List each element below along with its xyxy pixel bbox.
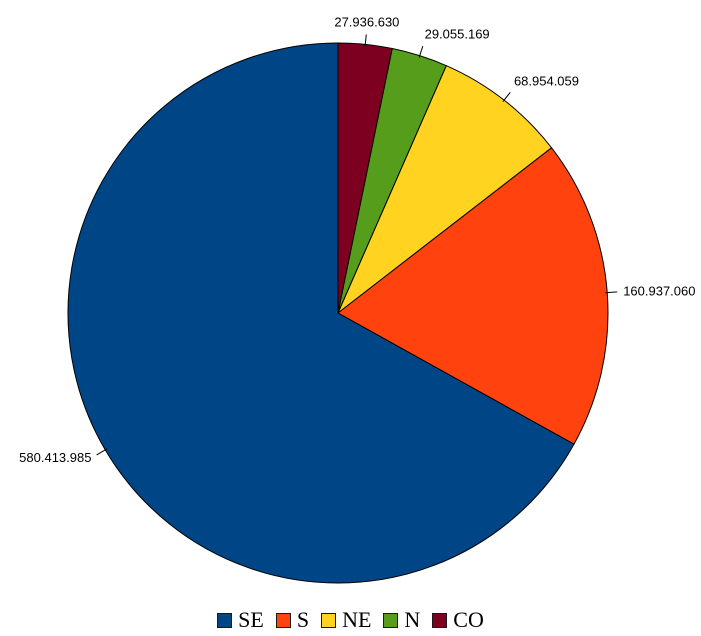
legend-label-ne: NE [342,607,372,632]
data-label-se: 580.413.985 [19,450,91,465]
legend-swatch-n [383,612,399,628]
data-label-leader-se [96,448,108,456]
data-label-n: 29.055.169 [425,26,490,41]
legend-label-co: CO [453,607,484,632]
legend-swatch-s [275,612,291,628]
legend-item-n: N [383,607,420,633]
legend-label-n: N [404,607,421,632]
legend-label-s: S [296,607,310,632]
pie-slices [67,42,609,584]
pie-chart: 27.936.630 29.055.169 68.954.059 160.937.06… [19,14,695,584]
legend-item-ne: NE [321,607,371,633]
legend-swatch-co [432,612,448,628]
data-label-leader-ne [502,91,511,103]
legend-item-se: SE [217,607,264,633]
legend-label-se: SE [238,607,264,632]
data-label-co: 27.936.630 [334,14,399,29]
data-label-s: 160.937.060 [623,283,695,298]
legend-item-co: CO [432,607,484,633]
legend-swatch-ne [321,612,337,628]
legend-item-s: S [275,607,310,633]
data-label-ne: 68.954.059 [514,74,579,89]
pie-data-labels: 27.936.630 29.055.169 68.954.059 160.937.06… [19,14,695,465]
data-label-leader-co [364,34,367,47]
data-label-leader-s [605,291,618,294]
legend-swatch-se [217,612,233,628]
data-label-leader-n [418,45,424,58]
legend: SE S NE N CO [0,604,701,636]
